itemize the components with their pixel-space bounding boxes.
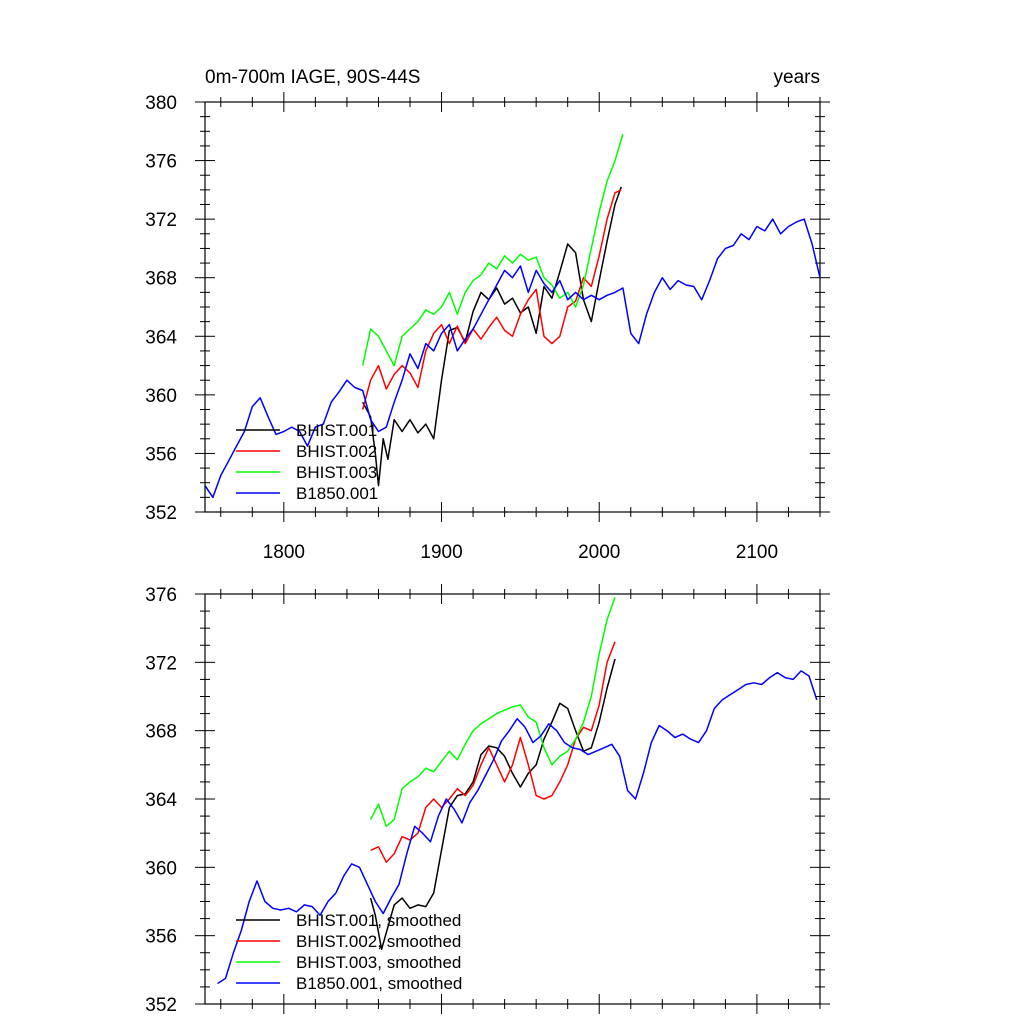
legend-label: BHIST.001, smoothed [296,911,461,930]
legend-label: BHIST.002 [296,442,377,461]
series-line [369,658,616,951]
y-tick-label: 356 [145,444,177,465]
series-line [217,670,818,985]
legend-label: BHIST.003, smoothed [296,953,461,972]
y-tick-label: 352 [145,503,177,524]
top-panel: 352 356 360 364 368 372 376 380 1800 1900 2000 2100… [145,67,830,563]
legend-label: BHIST.003 [296,463,377,482]
chart-units-label: years [774,67,820,88]
legend-label: B1850.001 [296,484,378,503]
y-tick-label: 364 [145,790,177,811]
y-tick-label: 372 [145,653,177,674]
series-line [370,641,616,863]
legend-label: B1850.001, smoothed [296,974,462,993]
series-line [361,133,624,367]
legend-label: BHIST.001 [296,421,377,440]
bottom-panel: 352 356 360 364 368 372 376 BHIST.001, smoothed… [145,584,830,1016]
y-tick-label: 352 [145,995,177,1016]
y-tick-label: 368 [145,269,177,290]
y-tick-label: 376 [145,152,177,173]
chart-title: 0m-700m IAGE, 90S-44S [205,67,420,88]
legend-label: BHIST.002, smoothed [296,932,461,951]
y-tick-label: 368 [145,722,177,743]
x-tick-label: 1900 [420,542,462,563]
y-tick-label: 360 [145,858,177,879]
y-tick-label: 356 [145,927,177,948]
series-line [205,218,820,499]
series-line [362,186,623,487]
y-tick-label: 364 [145,327,177,348]
series-line [369,597,616,828]
x-tick-label: 2100 [736,542,778,563]
x-tick-label: 2000 [578,542,620,563]
y-tick-label: 360 [145,386,177,407]
y-tick-label: 380 [145,93,177,114]
x-tick-label: 1800 [263,542,305,563]
y-tick-label: 376 [145,585,177,606]
y-tick-label: 372 [145,210,177,231]
